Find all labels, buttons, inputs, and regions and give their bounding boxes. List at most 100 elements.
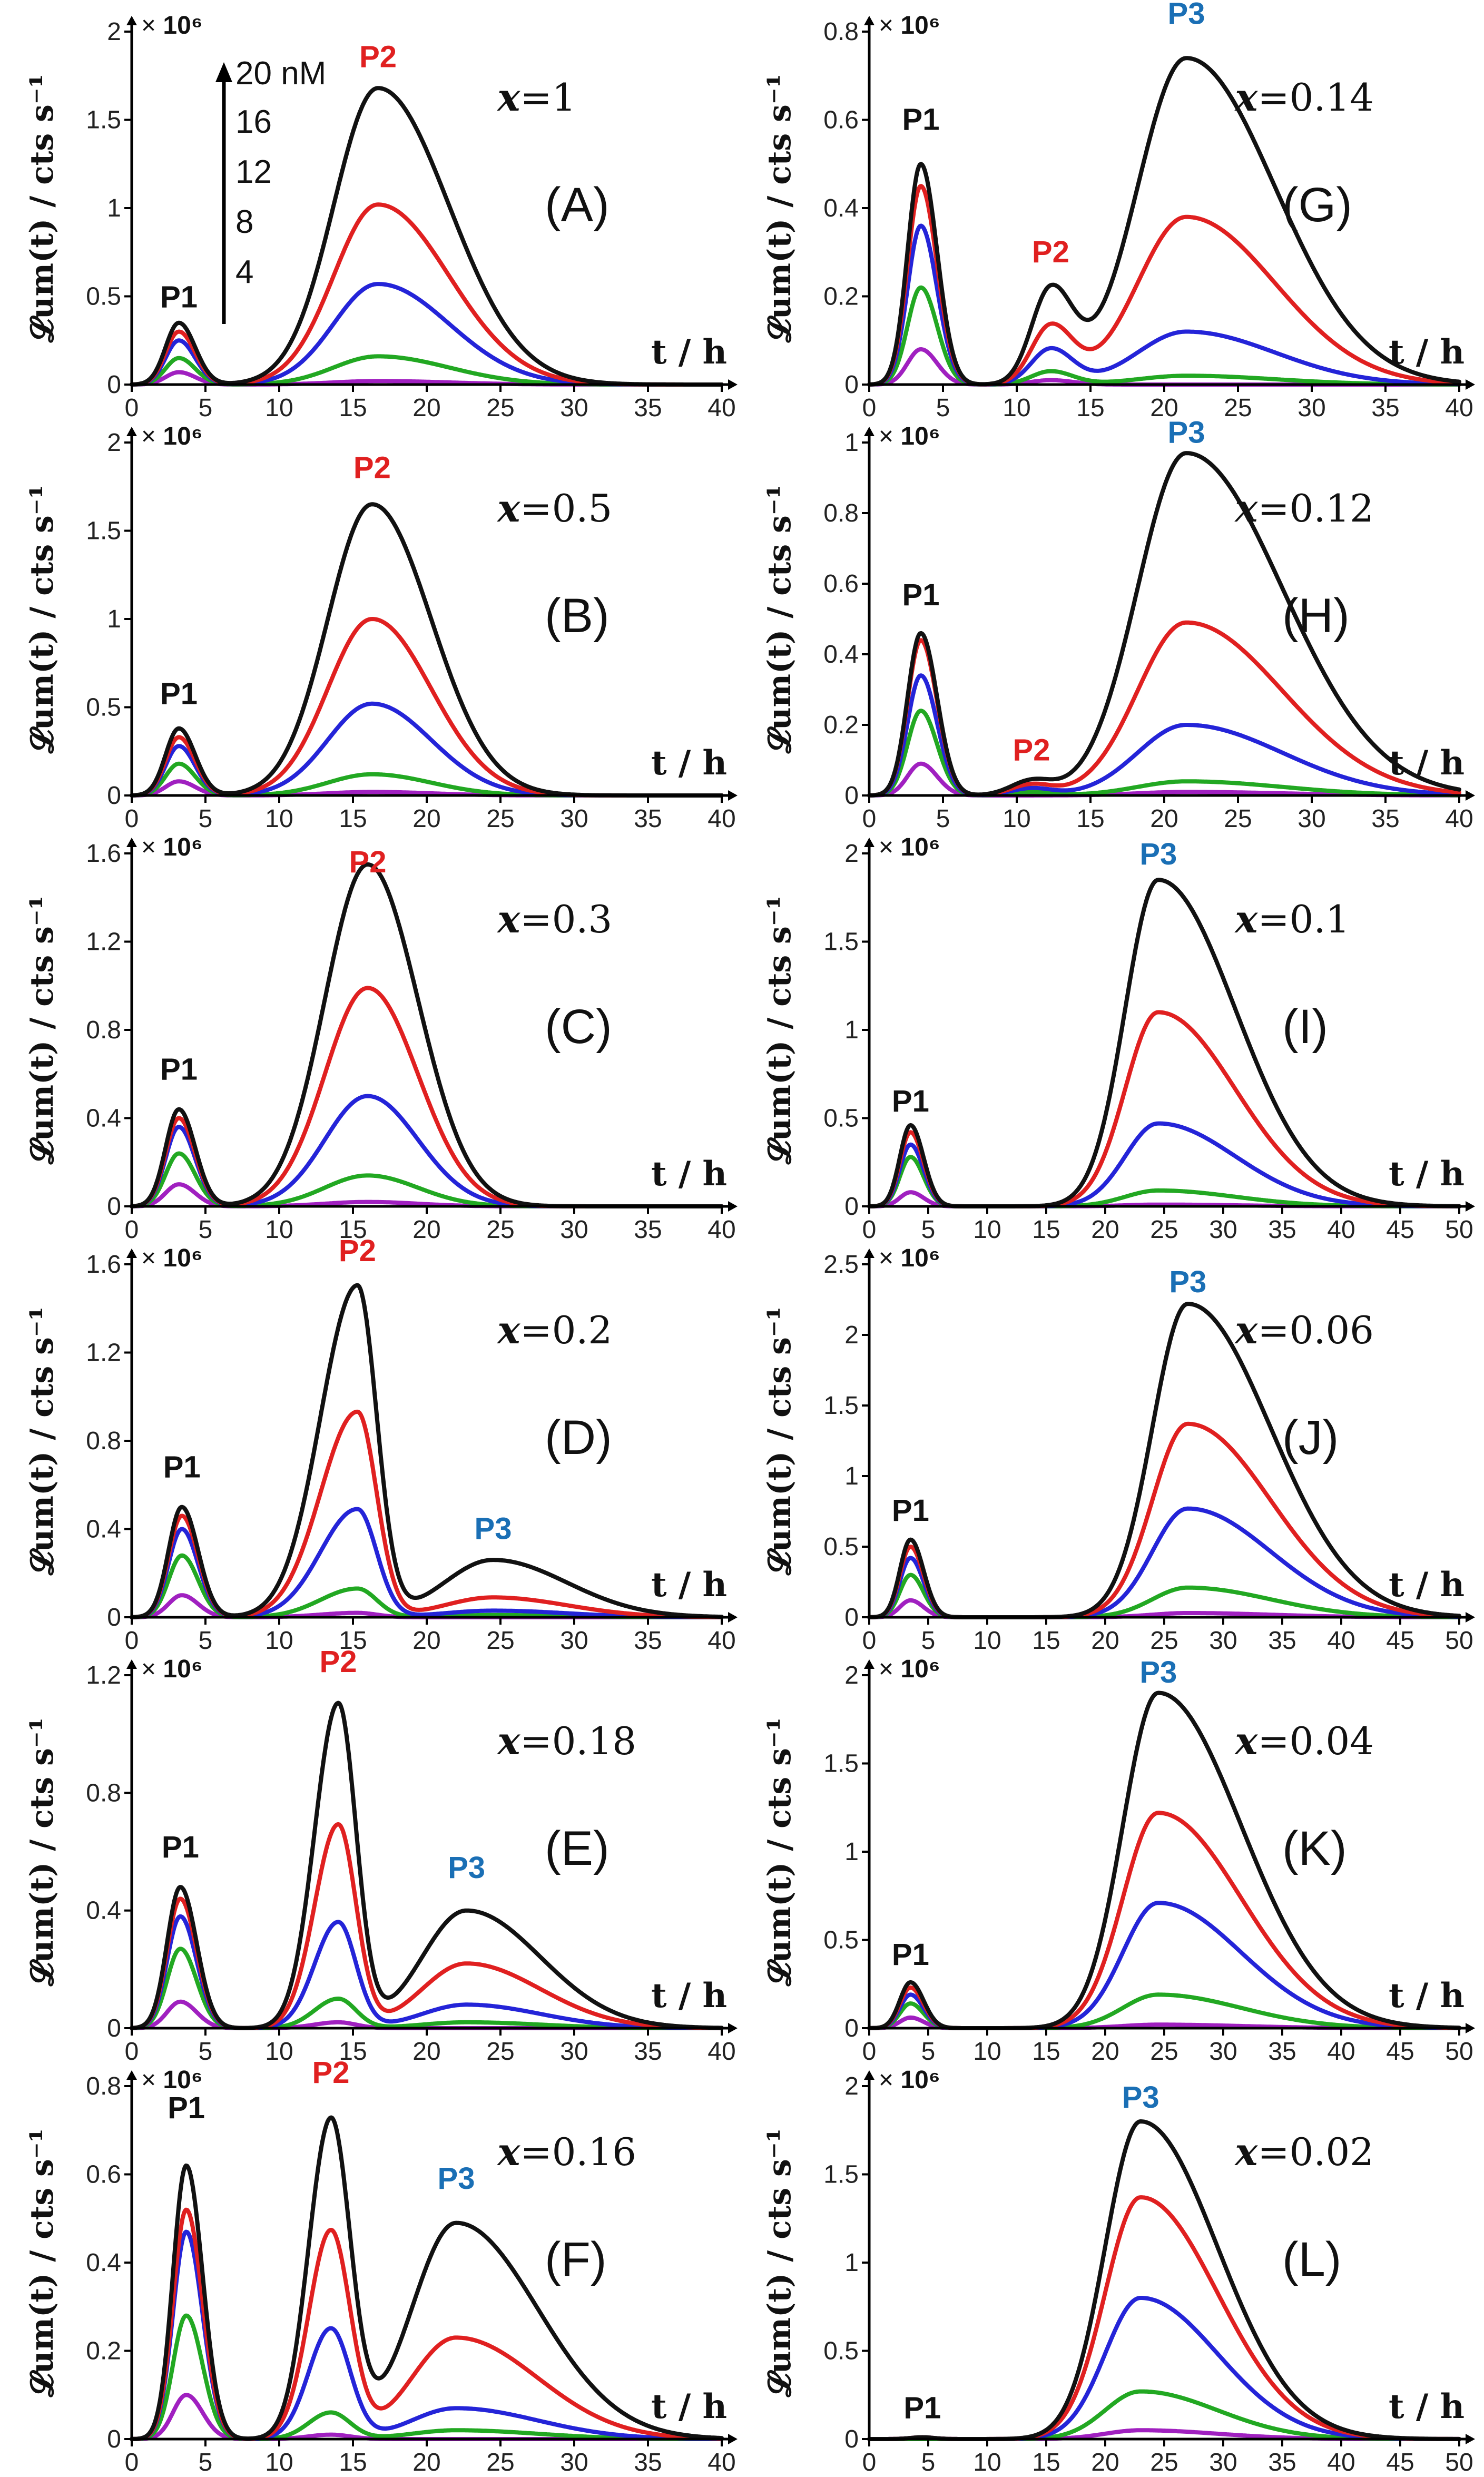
panel-label: (F) <box>545 2233 606 2286</box>
x-tick-label: 10 <box>1003 394 1030 422</box>
x-fraction-label: x=0.1 <box>1234 897 1350 941</box>
x-tick-label: 20 <box>412 2038 440 2066</box>
panel-label: (E) <box>545 1822 610 1875</box>
y-tick-label: 0 <box>844 1193 859 1221</box>
y-tick-label: 0 <box>844 371 859 399</box>
x-tick-label: 15 <box>339 394 367 422</box>
y-tick-label: 0.5 <box>823 1533 859 1561</box>
legend-label: 12 <box>235 154 272 190</box>
x-tick-label: 0 <box>862 2038 877 2066</box>
peak-label-p3: P3 <box>1168 416 1205 450</box>
y-tick-label: 2 <box>107 18 121 46</box>
series-12-nm <box>130 282 724 387</box>
y-tick-label: 2 <box>844 840 859 868</box>
y-tick-label: 0.4 <box>823 641 859 669</box>
series-12-nm <box>867 673 1461 798</box>
y-tick-label: 0.2 <box>823 711 859 739</box>
x-axis-arrow-icon <box>728 379 738 390</box>
x-tick-label: 0 <box>125 1627 139 1655</box>
y-tick-label: 1 <box>844 1462 859 1490</box>
peak-label-p2: P2 <box>353 451 391 485</box>
x-axis-label: t / h <box>651 1565 727 1605</box>
series-20-nm <box>130 862 724 1208</box>
x-tick-label: 20 <box>412 805 440 833</box>
peak-label-p2: P2 <box>1013 733 1050 768</box>
x-axis-arrow-icon <box>1466 1612 1475 1623</box>
x-tick-label: 25 <box>1150 1216 1178 1244</box>
y-tick-label: 2 <box>107 429 121 457</box>
x-fraction-label: x=0.2 <box>496 1308 612 1352</box>
y-tick-label: 0.5 <box>823 1105 859 1133</box>
peak-label-p1: P1 <box>160 280 198 314</box>
x-axis-arrow-icon <box>728 2434 738 2444</box>
x-tick-label: 15 <box>339 1216 367 1244</box>
x-tick-label: 15 <box>1032 2449 1060 2476</box>
x-tick-label: 15 <box>339 1627 367 1655</box>
x-fraction-label: x=0.5 <box>496 486 612 530</box>
y-tick-label: 1 <box>844 1838 859 1866</box>
y-multiplier: × 10⁶ <box>141 12 203 40</box>
x-tick-label: 15 <box>1076 805 1104 833</box>
y-axis-label: 𝓛um(t) / cts s⁻¹ <box>24 896 61 1165</box>
x-tick-label: 0 <box>862 1216 877 1244</box>
x-tick-label: 10 <box>973 1627 1001 1655</box>
y-tick-label: 0.8 <box>86 1016 121 1044</box>
x-tick-label: 40 <box>707 1627 735 1655</box>
peak-label-p1: P1 <box>160 1053 198 1087</box>
x-tick-label: 45 <box>1386 2449 1414 2476</box>
y-tick-label: 0 <box>107 2014 121 2042</box>
x-axis-arrow-icon <box>728 2023 738 2033</box>
y-tick-label: 0.4 <box>86 2249 121 2277</box>
x-tick-label: 30 <box>1209 2449 1237 2476</box>
x-axis-label: t / h <box>651 2387 727 2426</box>
x-tick-label: 5 <box>199 805 213 833</box>
peak-label-p1: P1 <box>892 1084 929 1118</box>
x-tick-label: 30 <box>560 2038 588 2066</box>
y-tick-label: 0 <box>844 782 859 810</box>
y-tick-label: 0.2 <box>823 283 859 311</box>
panel-label: (H) <box>1282 589 1350 643</box>
panel-d: 0 5 10 15 20 25 30 35 40 0 0.4 0.8 1.2 1.6 × 10⁶ 𝓛um(t)… <box>24 1234 738 1655</box>
x-tick-label: 40 <box>1327 1216 1355 1244</box>
y-tick-label: 1.5 <box>823 1392 859 1420</box>
x-tick-label: 25 <box>486 2038 514 2066</box>
x-tick-label: 40 <box>1445 805 1473 833</box>
y-multiplier: × 10⁶ <box>879 833 940 861</box>
x-tick-label: 25 <box>486 394 514 422</box>
y-axis-label: 𝓛um(t) / cts s⁻¹ <box>761 74 798 343</box>
y-tick-label: 0.6 <box>823 106 859 134</box>
peak-label-p3: P3 <box>438 2161 475 2196</box>
x-tick-label: 0 <box>862 805 877 833</box>
y-axis-label: 𝓛um(t) / cts s⁻¹ <box>24 485 61 754</box>
panel-c: 0 5 10 15 20 25 30 35 40 0 0.4 0.8 1.2 1.6 × 10⁶ 𝓛um(t)… <box>24 833 738 1244</box>
x-tick-label: 15 <box>1032 2038 1060 2066</box>
peak-label-p2: P2 <box>339 1234 376 1268</box>
series-20-nm <box>130 502 724 798</box>
panel-label: (C) <box>545 1000 612 1054</box>
x-tick-label: 40 <box>1327 2038 1355 2066</box>
y-multiplier: × 10⁶ <box>879 12 940 40</box>
y-tick-label: 0.5 <box>823 2337 859 2365</box>
panel-label: (A) <box>545 178 610 232</box>
x-tick-label: 30 <box>560 805 588 833</box>
panel-i: 0 5 10 15 20 25 30 35 40 45 50 0 0.5 1 1.5 2 × 10⁶ 𝓛um(t)… <box>761 833 1475 1244</box>
peak-label-p2: P2 <box>359 40 397 74</box>
y-axis-arrow-icon <box>864 1249 874 1258</box>
peak-label-p1: P1 <box>903 2391 941 2425</box>
y-multiplier: × 10⁶ <box>141 1244 203 1272</box>
x-tick-label: 20 <box>1150 805 1178 833</box>
x-tick-label: 30 <box>1298 394 1325 422</box>
series-16-nm <box>867 1010 1461 1208</box>
y-tick-label: 0.4 <box>86 1897 121 1925</box>
y-axis-label: 𝓛um(t) / cts s⁻¹ <box>761 485 798 754</box>
x-tick-label: 45 <box>1386 2038 1414 2066</box>
peak-label-p1: P1 <box>160 677 198 711</box>
x-tick-label: 50 <box>1445 2038 1473 2066</box>
x-tick-label: 0 <box>125 394 139 422</box>
peak-label-p2: P2 <box>1032 235 1069 269</box>
panel-j: 0 5 10 15 20 25 30 35 40 45 50 0 0.5 1 1.5 2 2.5 × 10⁶ 𝓛um… <box>761 1244 1475 1655</box>
x-tick-label: 30 <box>560 1216 588 1244</box>
y-tick-label: 1 <box>844 2249 859 2277</box>
panel-label: (J) <box>1282 1411 1339 1464</box>
